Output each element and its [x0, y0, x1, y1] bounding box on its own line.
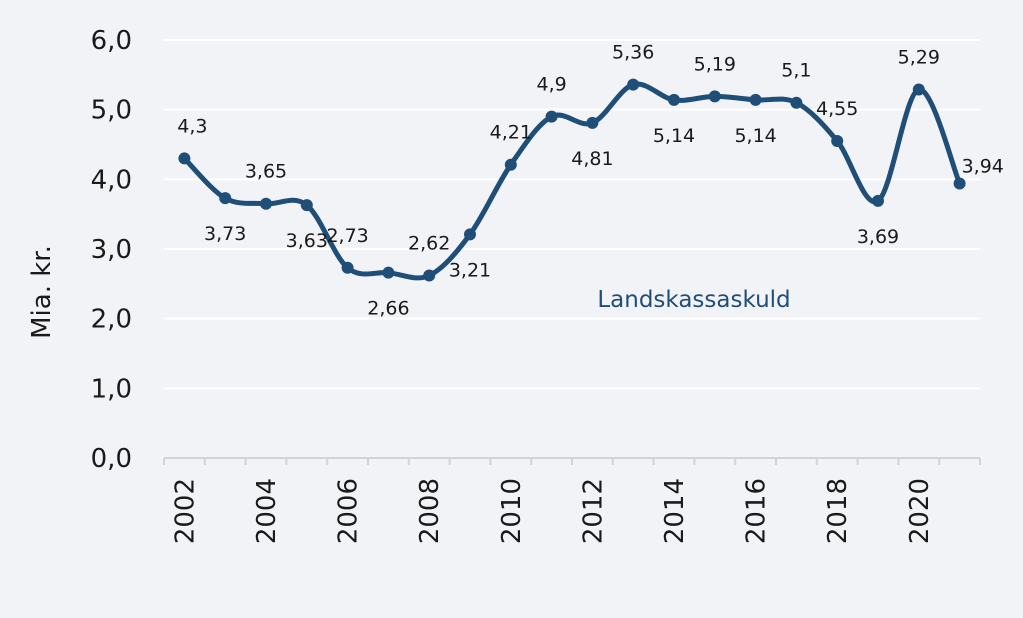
- data-label: 3,69: [857, 226, 899, 248]
- data-point: [790, 96, 803, 109]
- x-tick-label: 2016: [742, 478, 772, 544]
- x-tick-label: 2020: [905, 478, 935, 544]
- data-label: 2,62: [408, 232, 450, 254]
- data-point: [178, 152, 191, 165]
- data-label: 4,81: [571, 148, 613, 170]
- data-point: [382, 266, 395, 279]
- y-tick-label: 1,0: [91, 374, 132, 404]
- data-label: 5,14: [734, 125, 776, 147]
- x-tick-label: 2004: [252, 478, 282, 544]
- data-point: [912, 83, 925, 96]
- data-point: [219, 192, 232, 205]
- data-point: [749, 93, 762, 106]
- data-point: [260, 197, 272, 210]
- data-label: 3,65: [245, 161, 287, 183]
- data-label: 2,66: [367, 298, 409, 320]
- data-point: [627, 78, 640, 91]
- x-tick-label: 2014: [660, 478, 690, 544]
- data-label: 5,19: [694, 53, 736, 75]
- y-tick-label: 0,0: [91, 444, 132, 474]
- x-tick-label: 2008: [415, 478, 445, 544]
- x-tick-label: 2010: [497, 478, 527, 544]
- data-label: 3,21: [449, 259, 491, 281]
- data-label: 5,14: [653, 125, 695, 147]
- y-axis-ticks: 0,0 1,0 2,0 3,0 4,0 5,0 6,0: [91, 26, 132, 474]
- x-axis: 2002 2004 2006 2008 2010 2012 2014 2016 2018 2020: [163, 457, 981, 544]
- y-axis-label: Mia. kr.: [27, 245, 57, 339]
- data-label: 5,29: [898, 46, 940, 68]
- data-point: [504, 158, 517, 171]
- data-label: 5,36: [612, 42, 654, 64]
- y-tick-label: 3,0: [91, 235, 132, 265]
- data-label: 4,9: [536, 74, 566, 96]
- data-point: [872, 194, 884, 207]
- data-label: 5,1: [781, 60, 811, 82]
- data-point: [708, 90, 721, 103]
- data-point: [423, 269, 436, 282]
- x-tick-label: 2006: [334, 478, 364, 544]
- y-tick-label: 4,0: [91, 165, 132, 195]
- data-point: [341, 261, 354, 274]
- data-label: 3,63: [286, 230, 328, 252]
- series-label: Landskassaskuld: [597, 287, 790, 313]
- data-point: [586, 116, 599, 129]
- x-tick-label: 2012: [578, 478, 608, 544]
- data-point: [668, 93, 680, 106]
- y-tick-label: 2,0: [91, 305, 132, 335]
- series-line: [182, 81, 962, 281]
- y-tick-label: 5,0: [91, 96, 132, 126]
- data-label: 3,94: [962, 156, 1004, 178]
- plot-area: 4,3 3,73 3,65 3,632,73 2,66 2,62 3,21 4,21 4,9 4,…: [177, 42, 1004, 320]
- y-tick-label: 6,0: [91, 26, 132, 56]
- data-label: 4,21: [490, 122, 532, 144]
- data-point: [464, 228, 476, 241]
- x-tick-label: 2002: [170, 478, 200, 544]
- data-point: [953, 177, 966, 190]
- data-label: 4,3: [177, 115, 207, 137]
- data-label: 2,73: [326, 225, 368, 247]
- x-tick-label: 2018: [823, 478, 853, 544]
- data-label: 4,55: [816, 98, 858, 120]
- gridlines: [164, 39, 980, 390]
- data-point: [300, 199, 313, 212]
- data-label: 3,73: [204, 223, 246, 245]
- data-point: [831, 135, 844, 148]
- data-point: [545, 110, 558, 123]
